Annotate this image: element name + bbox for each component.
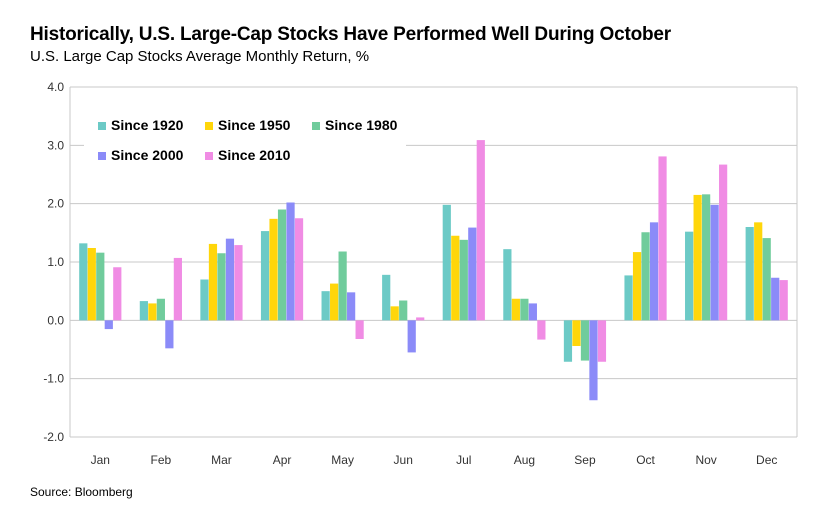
bar-dec-since-1950 — [754, 222, 763, 321]
y-tick-label: 1.0 — [47, 255, 64, 269]
x-tick-label: Jan — [91, 453, 110, 467]
source-note: Source: Bloomberg — [30, 485, 133, 499]
bar-mar-since-1980 — [217, 253, 226, 321]
legend-swatch — [98, 152, 106, 160]
bar-feb-since-2000 — [165, 320, 174, 349]
bar-may-since-1920 — [321, 291, 330, 321]
bar-feb-since-1980 — [156, 298, 165, 321]
bar-dec-since-2010 — [779, 280, 788, 321]
bar-dec-since-1920 — [745, 227, 754, 321]
x-tick-label: Apr — [273, 453, 292, 467]
bar-apr-since-2010 — [294, 218, 304, 321]
bar-aug-since-1920 — [503, 249, 512, 321]
x-tick-label: Aug — [514, 453, 535, 467]
chart-title: Historically, U.S. Large-Cap Stocks Have… — [30, 24, 671, 45]
bar-jun-since-1980 — [399, 300, 408, 321]
bar-may-since-1980 — [338, 251, 347, 321]
x-tick-label: Nov — [695, 453, 716, 467]
bar-sep-since-1980 — [580, 320, 590, 361]
bar-jan-since-1980 — [96, 252, 105, 321]
x-tick-label: Jun — [394, 453, 413, 467]
bar-sep-since-2000 — [589, 320, 598, 401]
y-tick-label: 0.0 — [47, 313, 64, 327]
y-tick-label: 4.0 — [47, 80, 64, 94]
bar-aug-since-1950 — [511, 298, 520, 321]
legend-background — [84, 112, 406, 170]
x-tick-label: May — [331, 453, 354, 467]
legend-swatch — [205, 122, 213, 130]
legend-label: Since 1980 — [325, 117, 398, 133]
bar-jul-since-1980 — [459, 239, 468, 321]
legend-label: Since 1950 — [218, 117, 291, 133]
bar-mar-since-2000 — [225, 238, 235, 321]
y-tick-label: -1.0 — [43, 372, 64, 386]
bar-aug-since-2000 — [528, 303, 537, 321]
legend-label: Since 2000 — [111, 147, 184, 163]
bar-apr-since-1980 — [277, 209, 287, 321]
bar-jun-since-2000 — [407, 320, 416, 353]
legend-label: Since 1920 — [111, 117, 184, 133]
y-tick-label: -2.0 — [43, 430, 64, 444]
legend-swatch — [205, 152, 213, 160]
bar-oct-since-1980 — [641, 232, 650, 321]
bar-feb-since-1920 — [139, 301, 148, 321]
bar-feb-since-2010 — [173, 257, 182, 321]
bar-may-since-2000 — [347, 292, 356, 321]
bar-nov-since-2010 — [719, 164, 728, 321]
bar-jun-since-2010 — [416, 317, 425, 321]
bar-oct-since-1920 — [624, 275, 633, 321]
bar-may-since-2010 — [355, 320, 364, 339]
bar-jul-since-2000 — [468, 227, 477, 321]
bar-jul-since-1950 — [451, 235, 460, 321]
x-tick-label: Mar — [211, 453, 232, 467]
bar-apr-since-2000 — [286, 202, 295, 321]
bar-nov-since-2000 — [710, 204, 719, 321]
bar-nov-since-1980 — [702, 194, 711, 321]
x-tick-label: Oct — [636, 453, 655, 467]
bar-sep-since-1920 — [563, 320, 573, 362]
bar-aug-since-1980 — [520, 298, 529, 321]
bar-dec-since-2000 — [771, 277, 780, 321]
bar-jan-since-1950 — [87, 248, 96, 321]
legend-swatch — [98, 122, 106, 130]
bar-mar-since-1920 — [200, 279, 209, 321]
bar-jul-since-1920 — [442, 204, 451, 321]
bar-mar-since-1950 — [208, 243, 218, 321]
bar-oct-since-1950 — [632, 252, 642, 321]
bar-jun-since-1950 — [390, 306, 399, 321]
bar-nov-since-1920 — [685, 231, 694, 321]
bar-sep-since-2010 — [597, 320, 607, 362]
bar-mar-since-2010 — [234, 245, 243, 321]
x-tick-label: Jul — [456, 453, 471, 467]
y-tick-label: 3.0 — [47, 138, 64, 152]
x-tick-label: Dec — [756, 453, 777, 467]
bar-apr-since-1920 — [260, 231, 270, 321]
chart-subtitle: U.S. Large Cap Stocks Average Monthly Re… — [30, 48, 370, 65]
legend-swatch — [312, 122, 320, 130]
bar-jan-since-2010 — [113, 267, 122, 321]
bar-jan-since-1920 — [79, 243, 88, 321]
bar-jul-since-2010 — [476, 140, 485, 321]
x-tick-label: Feb — [151, 453, 172, 467]
bar-jan-since-2000 — [104, 320, 113, 330]
bar-oct-since-2010 — [658, 156, 667, 321]
bar-nov-since-1950 — [693, 194, 702, 321]
bar-dec-since-1980 — [762, 238, 771, 321]
bar-apr-since-1950 — [269, 218, 278, 321]
bar-feb-since-1950 — [148, 303, 157, 321]
y-tick-label: 2.0 — [47, 197, 64, 211]
legend-label: Since 2010 — [218, 147, 291, 163]
bar-aug-since-2010 — [537, 320, 546, 340]
bar-may-since-1950 — [330, 283, 339, 321]
bar-jun-since-1920 — [382, 274, 391, 321]
x-tick-label: Sep — [574, 453, 596, 467]
bar-oct-since-2000 — [649, 222, 659, 321]
bar-sep-since-1950 — [572, 320, 581, 346]
